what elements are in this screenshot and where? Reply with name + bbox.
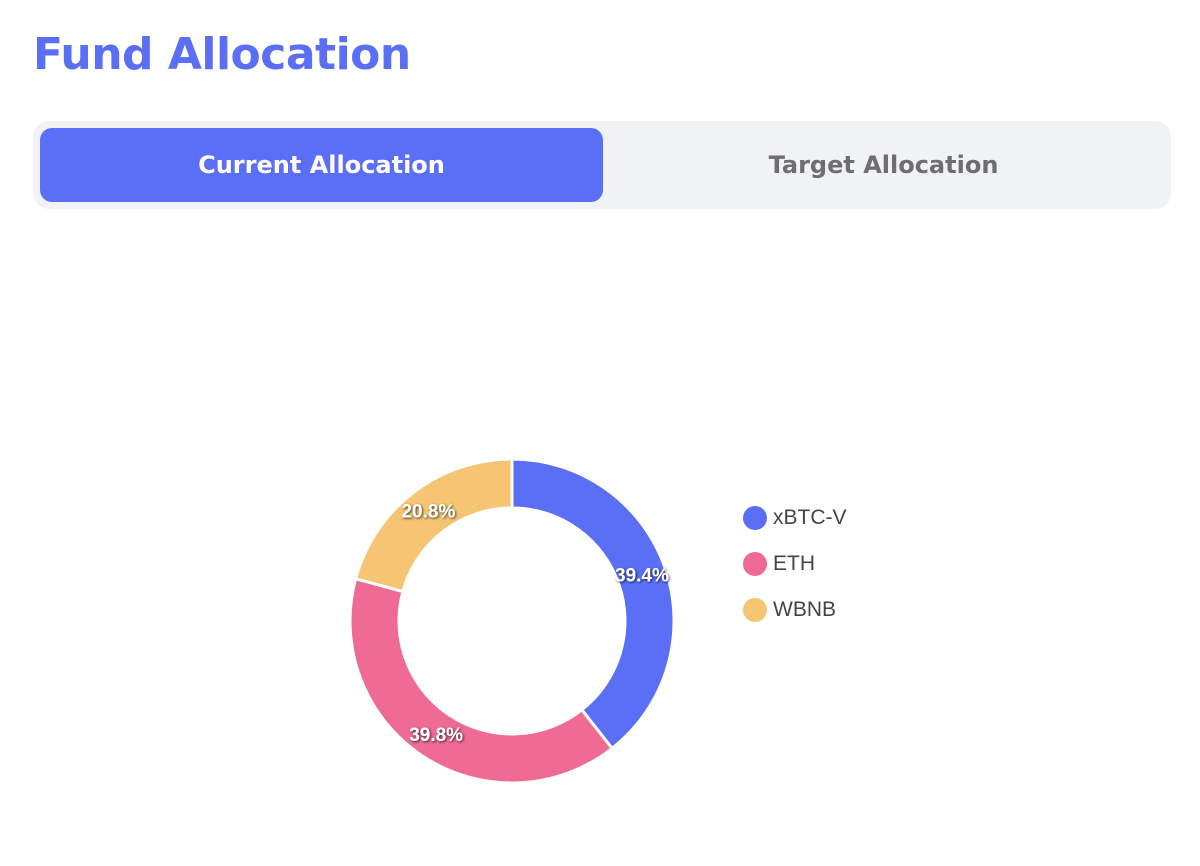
slice-wbnb[interactable] (353, 457, 514, 594)
chart-legend: xBTC-V ETH WBNB (743, 495, 847, 633)
legend-item-eth[interactable]: ETH (743, 541, 847, 587)
legend-label: xBTC-V (773, 506, 847, 529)
page-title: Fund Allocation (33, 29, 411, 80)
slice-eth[interactable] (348, 576, 615, 785)
allocation-tabs: Current Allocation Target Allocation (33, 121, 1171, 209)
legend-label: WBNB (773, 598, 836, 621)
tab-target-allocation[interactable]: Target Allocation (603, 128, 1164, 202)
legend-dot (743, 552, 767, 576)
legend-item-wbnb[interactable]: WBNB (743, 587, 847, 633)
slice-xbtc-v[interactable] (510, 457, 676, 751)
slice-label-wbnb: 20.8% (401, 501, 455, 522)
slice-label-eth: 39.8% (409, 725, 463, 746)
legend-dot (743, 598, 767, 622)
slice-label-xbtc-v: 39.4% (615, 566, 669, 587)
legend-label: ETH (773, 552, 815, 575)
tab-current-allocation[interactable]: Current Allocation (40, 128, 603, 202)
legend-dot (743, 506, 767, 530)
legend-item-xbtc-v[interactable]: xBTC-V (743, 495, 847, 541)
